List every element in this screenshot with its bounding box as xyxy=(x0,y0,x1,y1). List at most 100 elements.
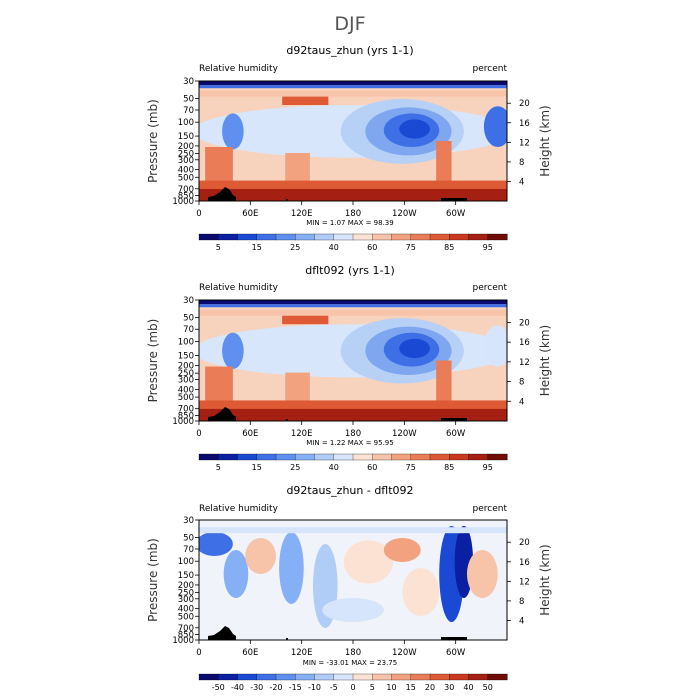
colorbar-swatch xyxy=(487,673,508,681)
colorbar-swatch xyxy=(218,453,239,461)
y-tick-label: 200 xyxy=(178,361,194,371)
y-tick-label: 850 xyxy=(178,411,194,421)
colorbar-swatch xyxy=(468,453,489,461)
y-tick-label: 250 xyxy=(178,589,194,599)
x-tick-label: 120E xyxy=(291,209,313,219)
colorbar-swatch xyxy=(372,233,393,241)
colorbar-label: 40 xyxy=(329,463,339,472)
colorbar-swatch xyxy=(487,233,508,241)
colorbar-swatch xyxy=(218,233,239,241)
y-tick-label: 100 xyxy=(178,338,194,348)
colorbar-swatch xyxy=(198,453,219,461)
x-tick-label: 120E xyxy=(291,429,313,439)
x-tick-label: 180 xyxy=(345,429,361,439)
colorbar-swatch xyxy=(237,673,258,681)
colorbar-swatch xyxy=(429,453,450,461)
colorbar-swatch xyxy=(218,673,239,681)
min-max-stats: MIN = -33.01 MAX = 23.75 xyxy=(303,659,397,667)
y-tick-label: 150 xyxy=(178,571,194,581)
y-tick-label: 850 xyxy=(178,191,194,201)
y2-tick-label: 16 xyxy=(519,119,530,129)
x-tick-label: 60E xyxy=(242,429,258,439)
colorbar-swatch xyxy=(275,453,296,461)
x-tick-label: 60E xyxy=(242,648,258,658)
y-tick-label: 250 xyxy=(178,369,194,379)
panel-title: d92taus_zhun (yrs 1-1) xyxy=(286,44,413,57)
y2-tick-label: 12 xyxy=(519,138,530,148)
figure-title: DJF xyxy=(334,13,365,35)
colorbar-swatch xyxy=(333,673,354,681)
x-tick-label: 180 xyxy=(345,209,361,219)
y-tick-label: 200 xyxy=(178,581,194,591)
units-label: percent xyxy=(473,64,508,74)
variable-label: Relative humidity xyxy=(199,283,279,293)
colorbar-label: -40 xyxy=(231,683,244,692)
y-tick-label: 200 xyxy=(178,142,194,152)
y-tick-label: 70 xyxy=(183,325,194,335)
colorbar-swatch xyxy=(256,233,277,241)
colorbar-swatch xyxy=(237,453,258,461)
colorbar-label: 0 xyxy=(350,683,355,692)
colorbar-label: 85 xyxy=(444,463,454,472)
panel-2: dflt092 (yrs 1-1) Relative humidity percen… xyxy=(146,264,552,472)
colorbar-label: 20 xyxy=(425,683,435,692)
y-tick-label: 70 xyxy=(183,545,194,555)
colorbar-swatch xyxy=(237,233,258,241)
panel-1: d92taus_zhun (yrs 1-1) Relative humidity p… xyxy=(146,44,552,252)
colorbar-label: 50 xyxy=(483,683,493,692)
colorbar-label: 60 xyxy=(367,463,377,472)
colorbar-swatch xyxy=(295,673,316,681)
y-tick-label: 400 xyxy=(178,166,194,176)
colorbar-label: 25 xyxy=(290,243,300,252)
y-tick-label: 150 xyxy=(178,352,194,362)
x-tick-label: 0 xyxy=(196,648,201,658)
colorbar-swatch xyxy=(391,453,412,461)
y-tick-label: 30 xyxy=(183,516,194,526)
colorbar-label: 95 xyxy=(483,243,493,252)
colorbar-swatch xyxy=(410,233,431,241)
colorbar-label: 40 xyxy=(463,683,473,692)
y-tick-label: 250 xyxy=(178,150,194,160)
y-axis-title: Pressure (mb) xyxy=(146,319,160,403)
colorbar-label: 5 xyxy=(370,683,375,692)
panels: d92taus_zhun (yrs 1-1) Relative humidity p… xyxy=(146,44,552,692)
contour-field xyxy=(199,520,507,640)
y2-tick-label: 20 xyxy=(519,538,530,548)
y-tick-label: 100 xyxy=(178,557,194,567)
y-tick-label: 300 xyxy=(178,156,194,166)
x-tick-label: 120W xyxy=(392,209,417,219)
colorbar-swatch xyxy=(198,673,219,681)
colorbar-swatch xyxy=(333,233,354,241)
colorbar-label: 75 xyxy=(406,243,416,252)
x-tick-label: 0 xyxy=(196,429,201,439)
y2-tick-label: 20 xyxy=(519,318,530,328)
colorbar-swatch xyxy=(449,233,470,241)
colorbar-label: 5 xyxy=(216,243,221,252)
y-tick-label: 400 xyxy=(178,605,194,615)
y-tick-label: 1000 xyxy=(172,197,194,207)
colorbar-swatch xyxy=(391,233,412,241)
colorbar-label: -10 xyxy=(308,683,321,692)
colorbar-swatch xyxy=(198,233,219,241)
x-tick-label: 0 xyxy=(196,209,201,219)
colorbar-label: 40 xyxy=(329,243,339,252)
y-tick-label: 700 xyxy=(178,405,194,415)
colorbar-swatch xyxy=(275,673,296,681)
y2-tick-label: 16 xyxy=(519,558,530,568)
y-axis-title: Pressure (mb) xyxy=(146,538,160,622)
y2-axis-title: Height (km) xyxy=(538,105,552,176)
variable-label: Relative humidity xyxy=(199,64,279,74)
colorbar-swatch xyxy=(352,233,373,241)
colorbar-label: 95 xyxy=(483,463,493,472)
y2-tick-label: 20 xyxy=(519,99,530,109)
terrain-mask xyxy=(208,187,467,201)
colorbar: -50 -40 -30 -20 -15 -10 -5 0 5 10 15 20 30 40 50 xyxy=(198,673,508,692)
x-tick-label: 60W xyxy=(446,429,466,439)
colorbar-label: 60 xyxy=(367,243,377,252)
terrain-mask xyxy=(208,407,467,421)
colorbar-swatch xyxy=(429,233,450,241)
y2-tick-label: 4 xyxy=(519,616,524,626)
colorbar-swatch xyxy=(487,453,508,461)
y-tick-label: 100 xyxy=(178,118,194,128)
colorbar-swatch xyxy=(410,673,431,681)
